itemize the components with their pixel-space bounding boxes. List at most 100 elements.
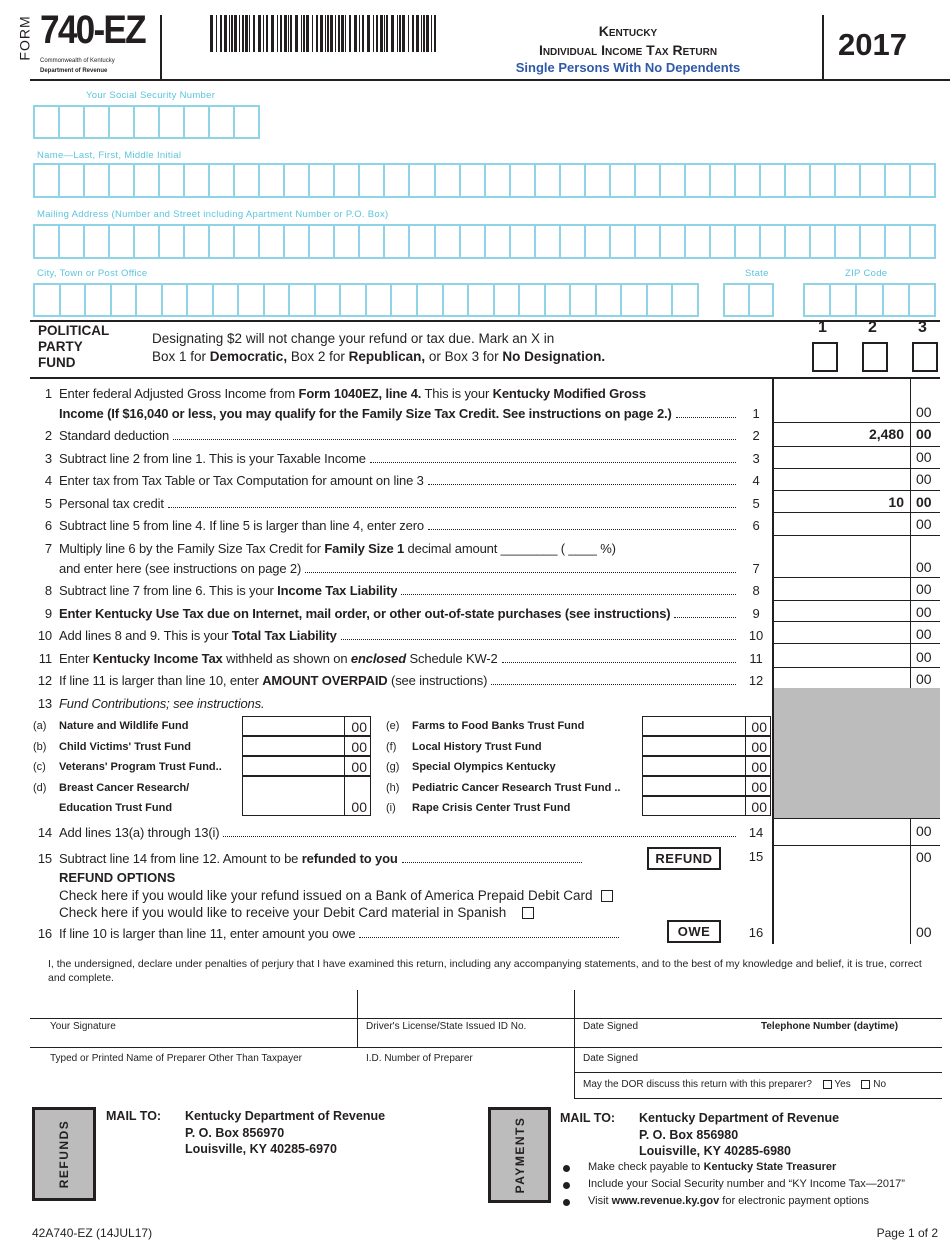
character-cell[interactable] — [285, 226, 311, 257]
character-cell[interactable] — [210, 165, 236, 196]
character-cell[interactable] — [611, 226, 636, 257]
character-cell[interactable] — [495, 285, 521, 315]
character-cell[interactable] — [35, 226, 61, 257]
fund-c-input[interactable]: 00 — [242, 756, 371, 776]
character-cell[interactable] — [135, 165, 161, 196]
character-cell[interactable] — [185, 165, 211, 196]
character-cell[interactable] — [711, 226, 736, 257]
character-cell[interactable] — [60, 226, 86, 257]
line-5-amount[interactable]: 10 — [888, 494, 904, 510]
character-cell[interactable] — [310, 165, 336, 196]
character-cell[interactable] — [418, 285, 444, 315]
character-cell[interactable] — [486, 165, 511, 196]
character-cell[interactable] — [35, 285, 61, 315]
character-cell[interactable] — [188, 285, 214, 315]
character-cell[interactable] — [265, 285, 291, 315]
fund-i-input[interactable]: 00 — [642, 796, 771, 816]
line-15-amount[interactable] — [776, 849, 904, 867]
party-checkbox-2[interactable] — [862, 342, 888, 372]
character-cell[interactable] — [335, 226, 361, 257]
license-field[interactable] — [358, 990, 574, 1018]
character-cell[interactable] — [110, 226, 136, 257]
fund-d-input[interactable]: 00 — [242, 776, 371, 816]
character-cell[interactable] — [597, 285, 623, 315]
character-cell[interactable] — [911, 165, 937, 196]
line-2-amount[interactable]: 2,480 — [868, 426, 904, 442]
character-cell[interactable] — [648, 285, 674, 315]
character-cell[interactable] — [546, 285, 572, 315]
line-14-amount[interactable] — [776, 823, 904, 841]
character-cell[interactable] — [260, 165, 286, 196]
character-cell[interactable] — [910, 285, 937, 315]
character-cell[interactable] — [886, 226, 912, 257]
character-cell[interactable] — [410, 165, 436, 196]
character-cell[interactable] — [861, 165, 887, 196]
fund-f-input[interactable]: 00 — [642, 736, 771, 756]
character-cell[interactable] — [316, 285, 342, 315]
character-cell[interactable] — [290, 285, 316, 315]
character-cell[interactable] — [611, 165, 636, 196]
character-cell[interactable] — [486, 226, 511, 257]
character-cell[interactable] — [761, 226, 786, 257]
character-cell[interactable] — [511, 165, 536, 196]
fund-h-input[interactable]: 00 — [642, 776, 771, 796]
state-input[interactable] — [723, 283, 774, 317]
character-cell[interactable] — [636, 165, 661, 196]
character-cell[interactable] — [586, 226, 611, 257]
character-cell[interactable] — [436, 165, 461, 196]
character-cell[interactable] — [622, 285, 648, 315]
character-cell[interactable] — [35, 165, 61, 196]
character-cell[interactable] — [85, 165, 111, 196]
party-checkbox-3[interactable] — [912, 342, 938, 372]
character-cell[interactable] — [260, 226, 286, 257]
character-cell[interactable] — [410, 226, 436, 257]
character-cell[interactable] — [341, 285, 367, 315]
character-cell[interactable] — [811, 165, 836, 196]
zip-input[interactable] — [803, 283, 937, 317]
character-cell[interactable] — [367, 285, 393, 315]
character-cell[interactable] — [686, 165, 711, 196]
character-cell[interactable] — [886, 165, 912, 196]
character-cell[interactable] — [235, 226, 261, 257]
character-cell[interactable] — [110, 165, 136, 196]
character-cell[interactable] — [385, 226, 411, 257]
character-cell[interactable] — [137, 285, 163, 315]
character-cell[interactable] — [461, 226, 486, 257]
fund-a-input[interactable]: 00 — [242, 716, 371, 736]
character-cell[interactable] — [861, 226, 887, 257]
character-cell[interactable] — [160, 107, 185, 137]
character-cell[interactable] — [185, 226, 211, 257]
character-cell[interactable] — [811, 226, 836, 257]
character-cell[interactable] — [135, 107, 160, 137]
character-cell[interactable] — [561, 226, 586, 257]
character-cell[interactable] — [836, 226, 862, 257]
character-cell[interactable] — [461, 165, 486, 196]
character-cell[interactable] — [857, 285, 884, 315]
character-cell[interactable] — [750, 285, 774, 315]
fund-b-input[interactable]: 00 — [242, 736, 371, 756]
character-cell[interactable] — [210, 107, 235, 137]
date-signed-field[interactable] — [575, 990, 942, 1018]
character-cell[interactable] — [335, 165, 361, 196]
character-cell[interactable] — [160, 226, 186, 257]
character-cell[interactable] — [360, 226, 386, 257]
character-cell[interactable] — [60, 165, 86, 196]
line-16-amount[interactable] — [776, 924, 904, 942]
character-cell[interactable] — [163, 285, 189, 315]
character-cell[interactable] — [239, 285, 265, 315]
character-cell[interactable] — [392, 285, 418, 315]
character-cell[interactable] — [536, 226, 561, 257]
character-cell[interactable] — [61, 285, 87, 315]
character-cell[interactable] — [160, 165, 186, 196]
party-checkbox-1[interactable] — [812, 342, 838, 372]
character-cell[interactable] — [661, 226, 686, 257]
character-cell[interactable] — [110, 107, 135, 137]
character-cell[interactable] — [385, 165, 411, 196]
character-cell[interactable] — [444, 285, 470, 315]
character-cell[interactable] — [185, 107, 210, 137]
address-input[interactable] — [33, 224, 937, 259]
character-cell[interactable] — [235, 107, 260, 137]
character-cell[interactable] — [761, 165, 786, 196]
character-cell[interactable] — [536, 165, 561, 196]
character-cell[interactable] — [520, 285, 546, 315]
